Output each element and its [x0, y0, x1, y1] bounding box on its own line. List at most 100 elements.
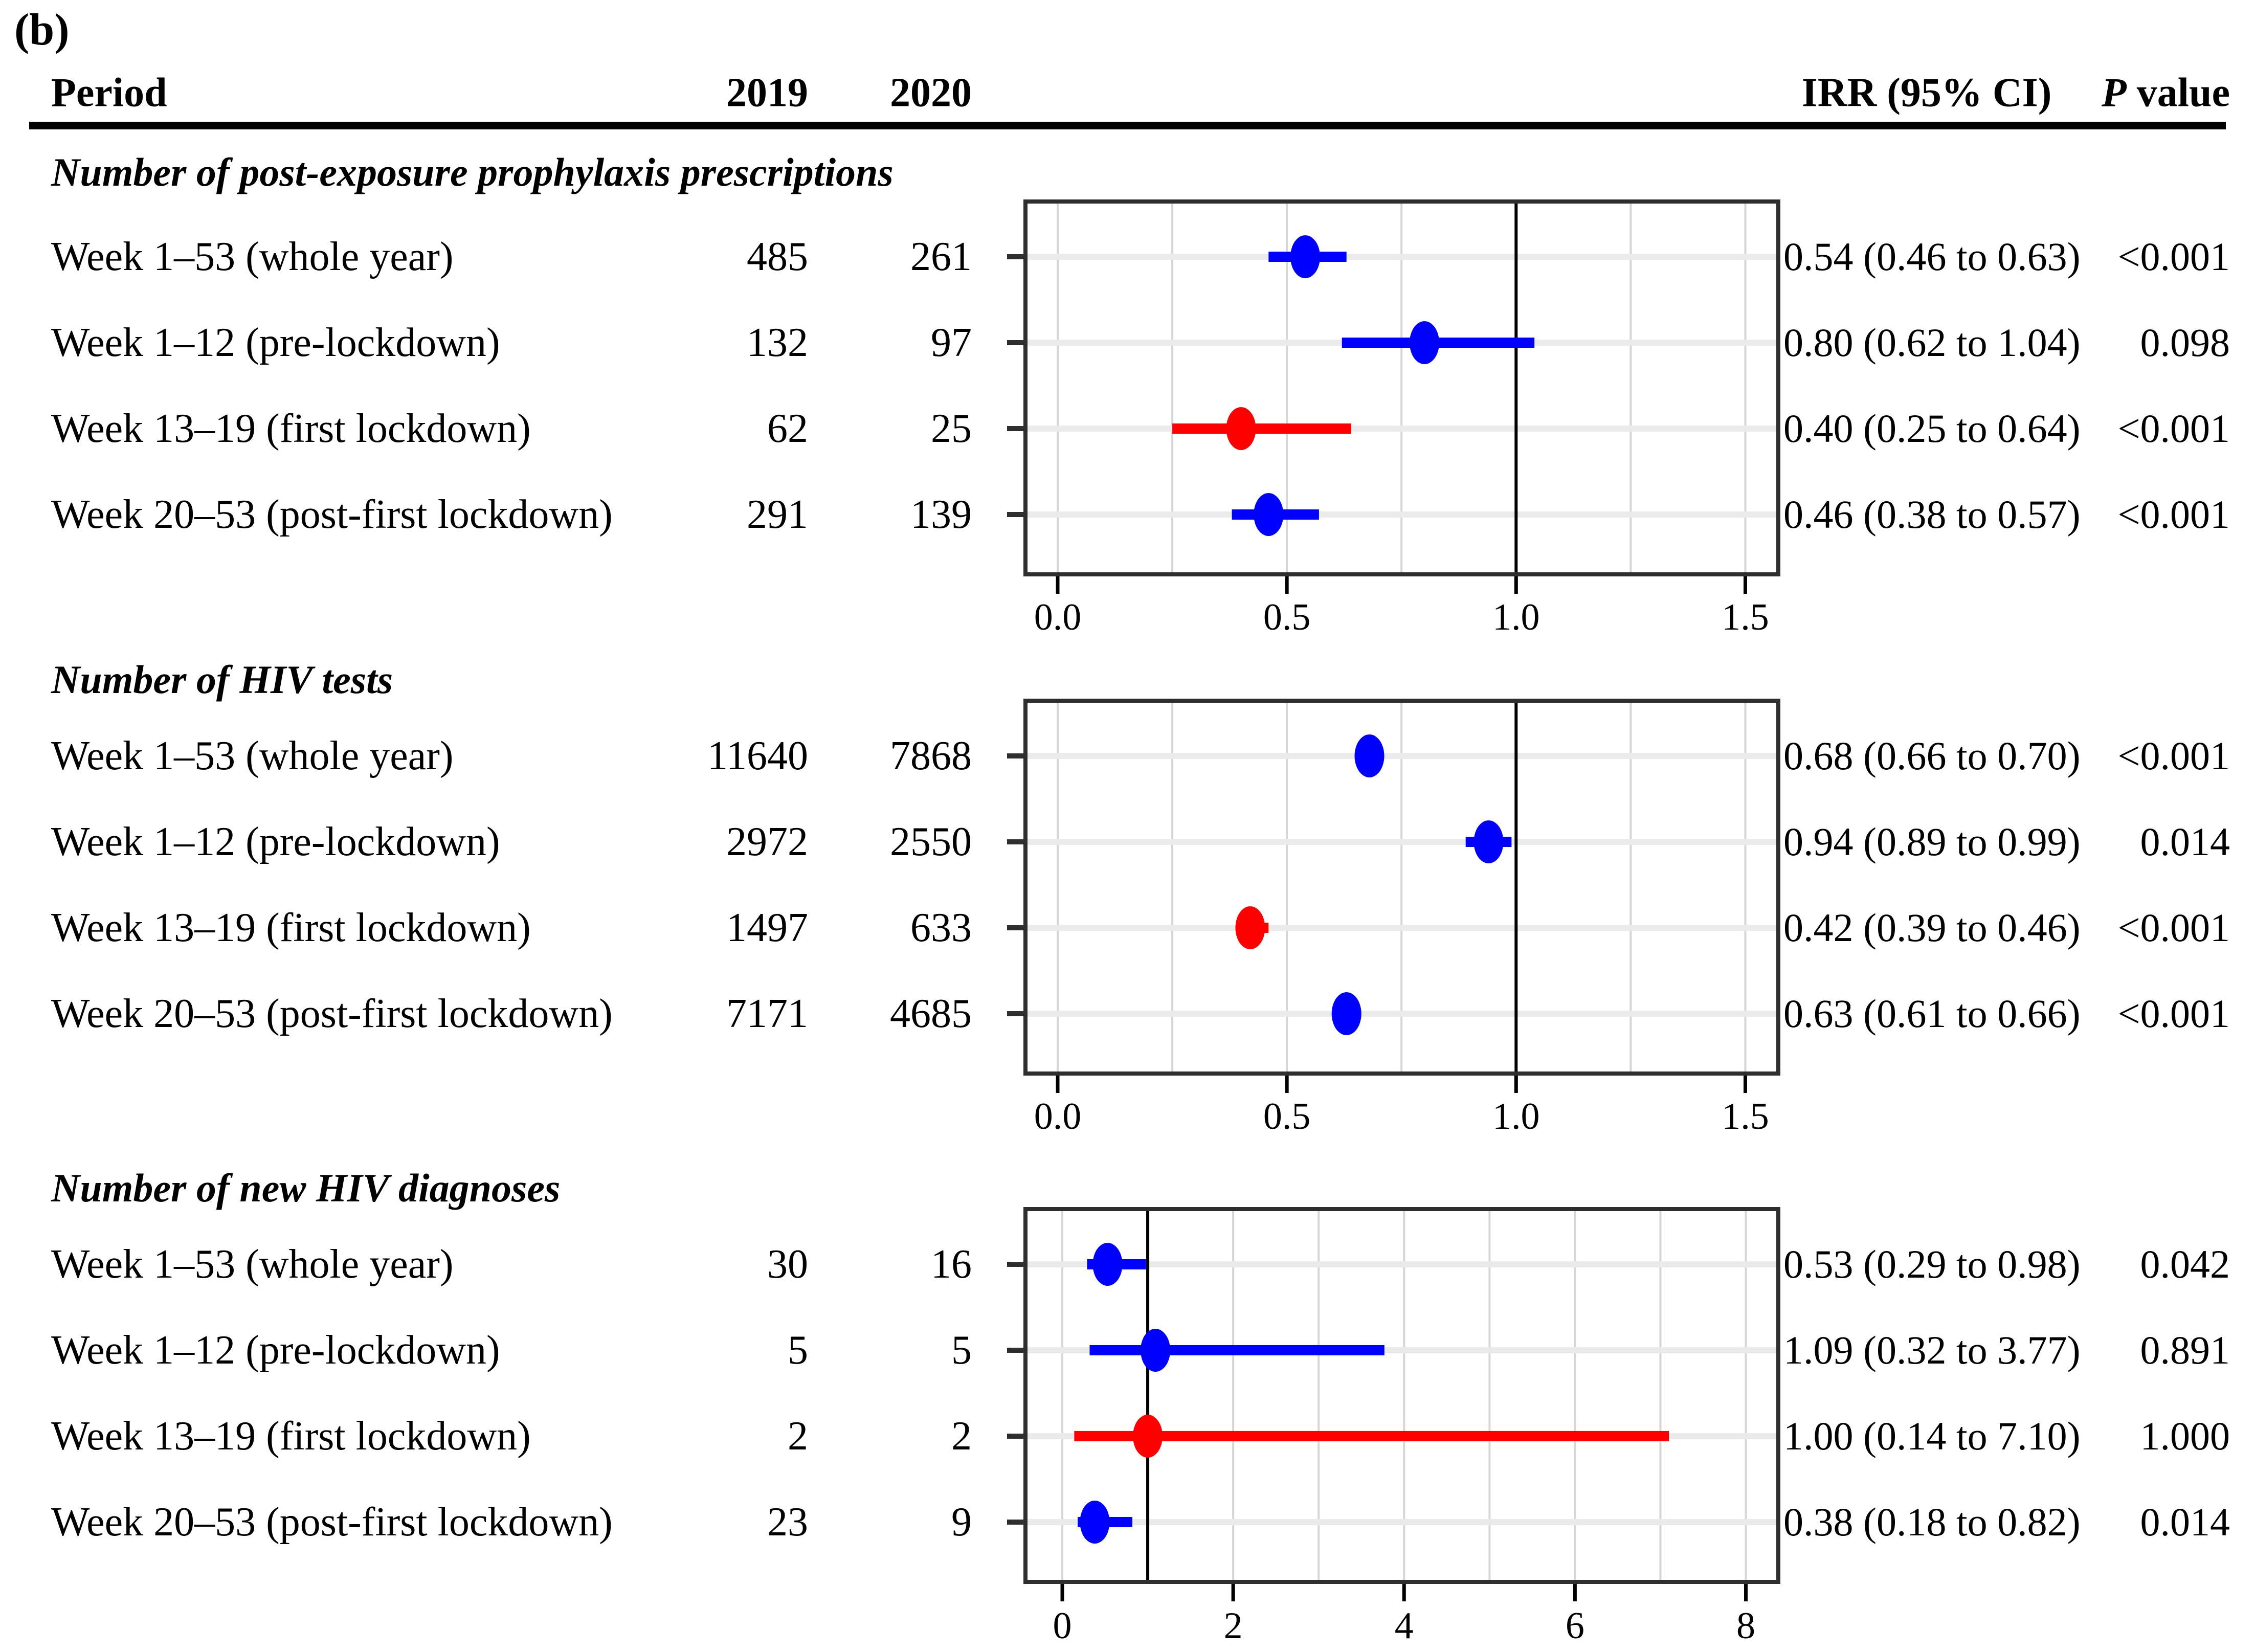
row-count-2020: 4685: [890, 991, 972, 1036]
point-estimate: [1092, 1243, 1123, 1286]
row-count-2020: 633: [910, 905, 972, 950]
row-period-label: Week 1–53 (whole year): [51, 1242, 454, 1287]
figure-label: (b): [14, 5, 70, 55]
row-p-value: <0.001: [2117, 234, 2230, 279]
row-p-value: 0.014: [2140, 819, 2230, 864]
row-irr-ci: 0.53 (0.29 to 0.98): [1783, 1242, 2081, 1286]
row-p-value: <0.001: [2117, 905, 2230, 950]
col-header-2019: 2019: [726, 70, 808, 116]
axis-tick-label: 1.0: [1492, 596, 1540, 638]
row-period-label: Week 1–12 (pre-lockdown): [51, 320, 500, 365]
row-count-2019: 11640: [707, 733, 808, 778]
header-rule: [29, 122, 2226, 129]
row-count-2019: 485: [747, 234, 808, 279]
row-period-label: Week 20–53 (post-first lockdown): [51, 492, 613, 537]
axis-tick-label: 2: [1224, 1605, 1243, 1647]
row-irr-ci: 0.63 (0.61 to 0.66): [1783, 991, 2081, 1036]
row-p-value: 0.098: [2140, 320, 2230, 365]
row-count-2020: 16: [931, 1242, 972, 1287]
row-period-label: Week 13–19 (first lockdown): [51, 905, 531, 950]
panel-border: [1023, 1207, 1780, 1584]
section-title: Number of HIV tests: [51, 657, 393, 702]
row-count-2020: 139: [910, 492, 972, 537]
row-count-2019: 30: [767, 1242, 808, 1287]
row-period-label: Week 1–53 (whole year): [51, 733, 454, 778]
col-header-pvalue: P value: [2025, 70, 2230, 117]
row-count-2020: 25: [931, 406, 972, 451]
row-p-value: <0.001: [2117, 733, 2230, 778]
row-irr-ci: 0.94 (0.89 to 0.99): [1783, 819, 2081, 864]
axis-tick-label: 0.0: [1034, 596, 1082, 638]
axis-tick-label: 4: [1395, 1605, 1414, 1647]
section-title: Number of new HIV diagnoses: [51, 1166, 561, 1210]
row-count-2020: 9: [951, 1500, 972, 1545]
axis-tick-label: 0.0: [1034, 1096, 1082, 1137]
row-p-value: 0.014: [2140, 1500, 2230, 1544]
row-period-label: Week 1–53 (whole year): [51, 234, 454, 279]
point-estimate: [1133, 1415, 1163, 1458]
row-irr-ci: 0.80 (0.62 to 1.04): [1783, 320, 2081, 365]
row-count-2019: 1497: [726, 905, 808, 950]
section-title: Number of post-exposure prophylaxis pres…: [51, 150, 894, 194]
point-estimate: [1235, 906, 1265, 949]
row-count-2020: 7868: [890, 733, 972, 778]
point-estimate: [1354, 734, 1385, 777]
point-estimate: [1331, 992, 1361, 1035]
axis-tick-label: 0.5: [1263, 1096, 1311, 1137]
panel-border: [1023, 699, 1780, 1076]
point-estimate: [1290, 235, 1321, 278]
axis-tick-label: 0.5: [1263, 596, 1311, 638]
row-count-2019: 291: [747, 492, 808, 537]
row-p-value: 0.042: [2140, 1242, 2230, 1286]
p-italic: P: [2101, 70, 2127, 116]
row-irr-ci: 1.00 (0.14 to 7.10): [1783, 1414, 2081, 1458]
row-period-label: Week 1–12 (pre-lockdown): [51, 1328, 500, 1373]
row-irr-ci: 0.42 (0.39 to 0.46): [1783, 905, 2081, 950]
row-p-value: <0.001: [2117, 406, 2230, 451]
col-header-period: Period: [51, 70, 167, 116]
row-count-2020: 2: [951, 1414, 972, 1459]
row-period-label: Week 13–19 (first lockdown): [51, 1414, 531, 1459]
col-header-2020: 2020: [890, 70, 972, 116]
point-estimate: [1080, 1501, 1110, 1544]
row-count-2020: 97: [931, 320, 972, 365]
row-period-label: Week 1–12 (pre-lockdown): [51, 819, 500, 864]
row-count-2019: 62: [767, 406, 808, 451]
row-count-2019: 132: [747, 320, 808, 365]
point-estimate: [1410, 321, 1440, 364]
row-irr-ci: 0.68 (0.66 to 0.70): [1783, 733, 2081, 778]
row-irr-ci: 0.40 (0.25 to 0.64): [1783, 406, 2081, 451]
point-estimate: [1226, 407, 1256, 450]
axis-tick-label: 1.5: [1722, 596, 1769, 638]
axis-tick-label: 1.5: [1722, 1096, 1769, 1137]
row-period-label: Week 20–53 (post-first lockdown): [51, 1500, 613, 1545]
row-count-2019: 23: [767, 1500, 808, 1545]
col-header-irr: IRR (95% CI): [1801, 70, 2052, 116]
row-p-value: 0.891: [2140, 1328, 2230, 1372]
row-count-2019: 7171: [726, 991, 808, 1036]
row-count-2019: 2: [788, 1414, 808, 1459]
row-irr-ci: 0.46 (0.38 to 0.57): [1783, 492, 2081, 537]
row-period-label: Week 20–53 (post-first lockdown): [51, 991, 613, 1036]
point-estimate: [1473, 820, 1504, 863]
row-count-2019: 2972: [726, 819, 808, 864]
row-p-value: 1.000: [2140, 1414, 2230, 1458]
axis-tick-label: 1.0: [1492, 1096, 1540, 1137]
row-irr-ci: 0.38 (0.18 to 0.82): [1783, 1500, 2081, 1544]
row-count-2019: 5: [788, 1328, 808, 1373]
row-irr-ci: 1.09 (0.32 to 3.77): [1783, 1328, 2081, 1372]
point-estimate: [1141, 1329, 1171, 1372]
row-count-2020: 261: [910, 234, 972, 279]
row-period-label: Week 13–19 (first lockdown): [51, 406, 531, 451]
panel-border: [1023, 199, 1780, 576]
row-count-2020: 5: [951, 1328, 972, 1373]
row-p-value: <0.001: [2117, 492, 2230, 537]
axis-tick-label: 6: [1566, 1605, 1584, 1647]
row-count-2020: 2550: [890, 819, 972, 864]
axis-tick-label: 8: [1736, 1605, 1755, 1647]
row-p-value: <0.001: [2117, 991, 2230, 1036]
point-estimate: [1254, 493, 1284, 536]
row-irr-ci: 0.54 (0.46 to 0.63): [1783, 234, 2081, 279]
